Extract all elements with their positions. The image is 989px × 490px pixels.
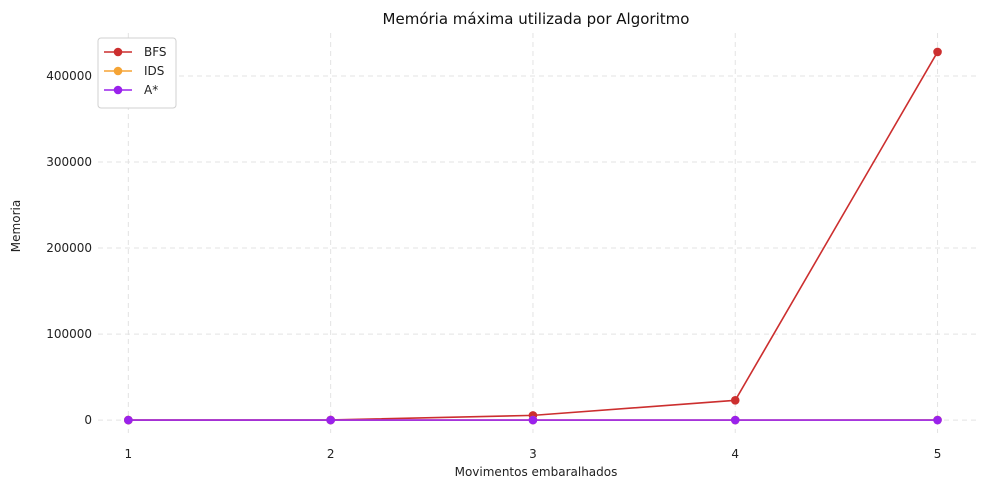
legend-label-bfs: BFS: [144, 45, 167, 59]
data-point-bfs: [730, 396, 740, 405]
y-tick-label: 100000: [46, 327, 92, 341]
legend-entry-ids: IDS: [104, 64, 164, 78]
data-point-bfs: [933, 47, 942, 57]
y-tick-label: 200000: [46, 241, 92, 255]
legend-marker-bfs: [113, 47, 123, 57]
legend-entry-a: A*: [104, 83, 158, 97]
x-tick-label: 5: [934, 447, 942, 461]
data-point-a: [730, 415, 740, 425]
y-tick-label: 300000: [46, 155, 92, 169]
y-axis-title: Memoria: [9, 200, 23, 252]
x-tick-label: 2: [327, 447, 335, 461]
x-axis-title: Movimentos embaralhados: [455, 465, 618, 479]
x-tick-label: 1: [125, 447, 133, 461]
legend: BFS IDS A*: [97, 37, 177, 109]
legend-label-ids: IDS: [144, 64, 164, 78]
tick-labels: 1 2 3 4 5 0 100000 200000 300000 400000: [46, 69, 941, 461]
legend-marker-ids: [113, 66, 123, 76]
legend-entry-bfs: BFS: [104, 45, 167, 59]
legend-label-a: A*: [144, 83, 158, 97]
legend-marker-a: [113, 85, 123, 95]
series-lines: [124, 47, 942, 425]
chart-title: Memória máxima utilizada por Algoritmo: [383, 10, 690, 28]
series-a: [124, 415, 942, 425]
y-tick-label: 400000: [46, 69, 92, 83]
data-point-a: [326, 415, 335, 425]
y-tick-label: 0: [84, 413, 92, 427]
grid: [98, 33, 978, 433]
x-tick-label: 4: [731, 447, 739, 461]
data-point-a: [124, 415, 133, 425]
x-tick-label: 3: [529, 447, 537, 461]
data-point-a: [528, 415, 538, 425]
data-point-a: [933, 415, 942, 425]
